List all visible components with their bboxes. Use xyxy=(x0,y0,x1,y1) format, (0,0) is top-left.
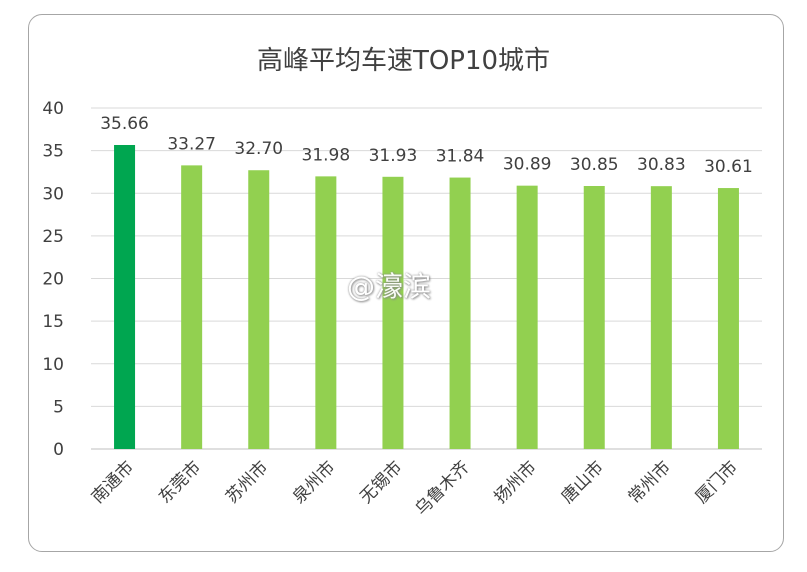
chart-title: 高峰平均车速TOP10城市 xyxy=(256,46,551,76)
bar xyxy=(717,188,739,449)
bar xyxy=(248,170,270,450)
data-label: 30.61 xyxy=(704,157,753,177)
y-tick-label: 5 xyxy=(53,397,64,417)
data-label: 31.84 xyxy=(436,147,485,167)
data-label: 30.83 xyxy=(637,155,686,175)
y-tick-label: 25 xyxy=(42,227,64,247)
x-tick-label: 常州市 xyxy=(625,457,675,507)
y-tick-label: 20 xyxy=(42,270,64,290)
y-tick-label: 40 xyxy=(42,99,64,119)
x-tick-label: 无锡市 xyxy=(356,457,406,507)
x-tick-label: 泉州市 xyxy=(289,457,339,507)
data-labels: 35.66 33.27 32.70 31.98 31.93 31.84 30.89 30.85… xyxy=(100,114,753,177)
y-tick-label: 35 xyxy=(42,142,64,162)
y-tick-label: 15 xyxy=(42,312,64,332)
bar xyxy=(382,176,404,449)
watermark-text: @濠滨 xyxy=(347,270,432,303)
bar xyxy=(114,144,136,449)
gridlines xyxy=(91,107,762,450)
bar xyxy=(449,177,471,449)
y-axis-ticks: 0 5 10 15 20 25 30 35 40 xyxy=(42,99,64,460)
x-tick-label: 唐山市 xyxy=(557,457,608,508)
x-tick-label: 南通市 xyxy=(88,457,138,507)
bars xyxy=(114,144,739,450)
data-label: 30.85 xyxy=(570,155,619,175)
data-label: 35.66 xyxy=(100,114,149,134)
x-tick-label: 厦门市 xyxy=(692,457,742,507)
bar xyxy=(181,165,203,450)
x-tick-label: 东莞市 xyxy=(155,457,205,507)
y-tick-label: 30 xyxy=(42,184,64,204)
bar xyxy=(315,176,337,450)
data-label: 30.89 xyxy=(503,155,552,175)
bar xyxy=(650,186,672,449)
bar xyxy=(516,185,538,449)
x-tick-label: 苏州市 xyxy=(222,457,272,507)
x-tick-label: 乌鲁木齐 xyxy=(411,457,473,519)
bar xyxy=(583,186,605,449)
data-label: 31.98 xyxy=(302,145,351,165)
y-tick-label: 10 xyxy=(42,355,64,375)
y-tick-label: 0 xyxy=(53,440,64,460)
data-label: 33.27 xyxy=(167,134,216,154)
data-label: 32.70 xyxy=(234,139,283,159)
x-tick-label: 扬州市 xyxy=(490,457,540,507)
x-axis-ticks: 南通市 东莞市 苏州市 泉州市 无锡市 乌鲁木齐 扬州市 唐山市 常州市 厦门市 xyxy=(88,457,742,520)
data-label: 31.93 xyxy=(369,146,418,166)
